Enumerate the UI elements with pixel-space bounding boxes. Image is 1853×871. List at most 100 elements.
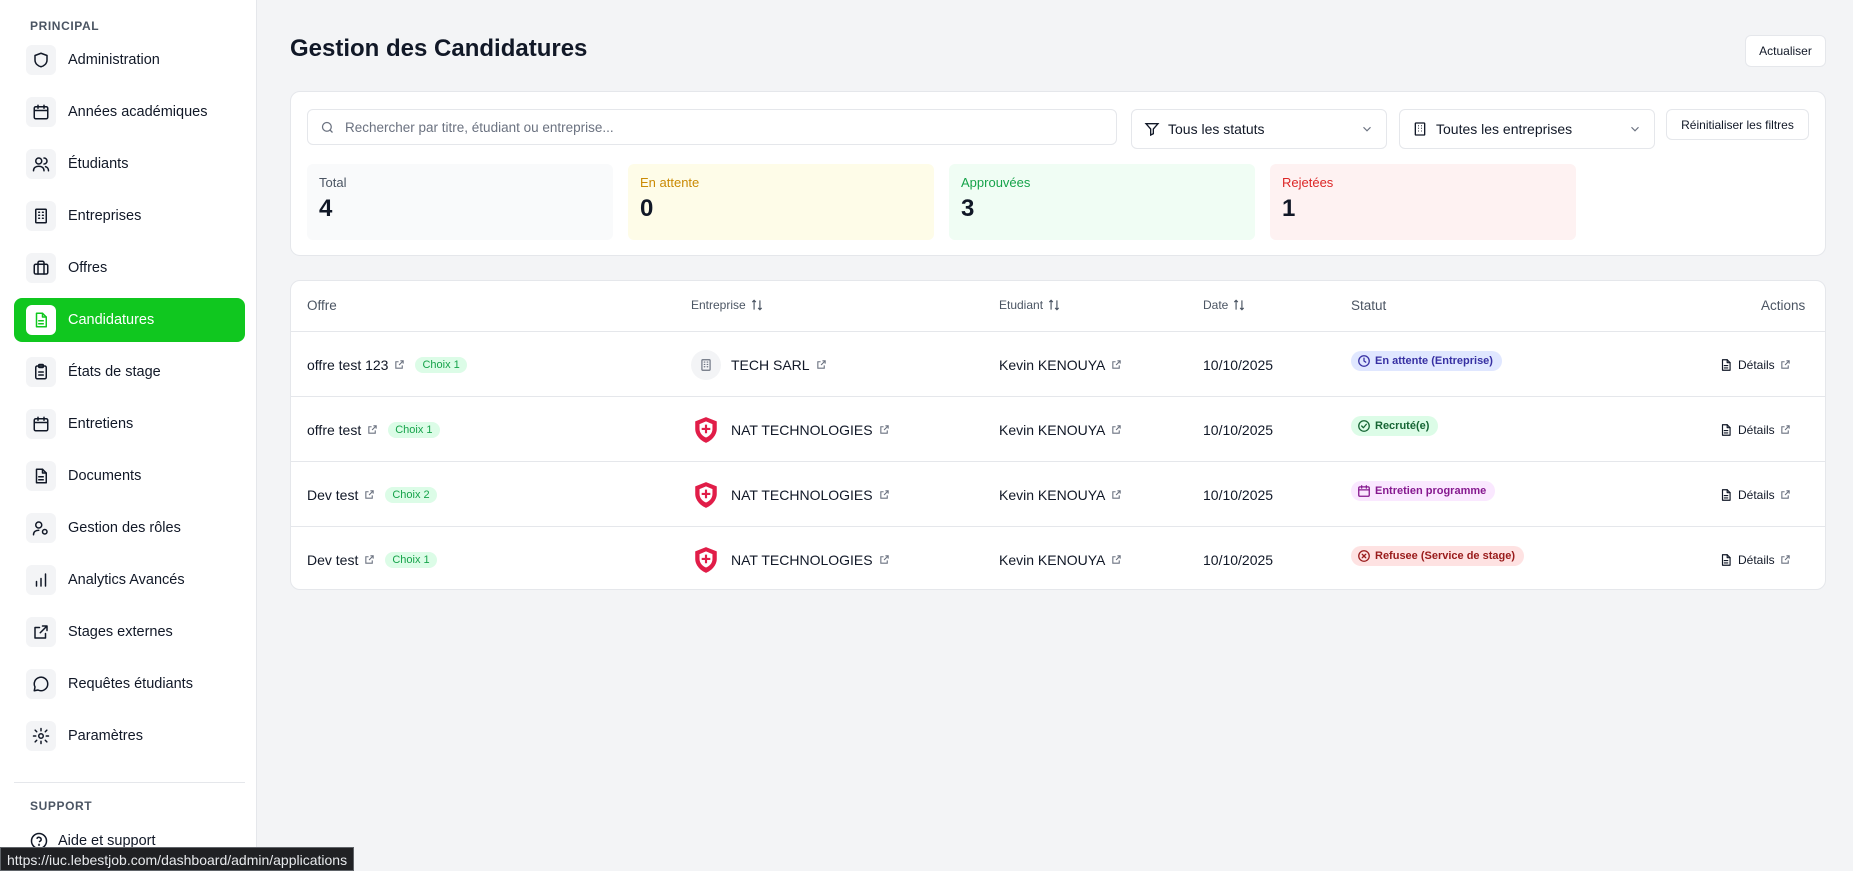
external-link-icon[interactable] xyxy=(879,554,890,565)
stat-card: Approuvées 3 xyxy=(949,164,1255,240)
sidebar-item-label: Candidatures xyxy=(68,312,155,328)
external-link-icon[interactable] xyxy=(879,424,890,435)
document-icon xyxy=(26,461,56,491)
stat-value: 3 xyxy=(961,195,975,222)
cell-statut: En attente (Entreprise) xyxy=(1351,328,1502,393)
offer-link[interactable]: Dev test xyxy=(307,486,359,503)
external-link-icon[interactable] xyxy=(1111,359,1122,370)
sidebar-item-14[interactable]: Paramètres xyxy=(14,714,245,758)
cell-entreprise: NAT TECHNOLOGIES xyxy=(691,527,890,592)
offer-link[interactable]: Dev test xyxy=(307,551,359,568)
cell-offre: Dev test Choix 2 xyxy=(307,462,437,527)
stat-label: Total xyxy=(319,175,347,190)
details-label: Détails xyxy=(1738,552,1775,567)
shield-logo xyxy=(691,415,721,445)
external-link-icon[interactable] xyxy=(394,359,405,370)
table-row: Dev test Choix 2 NAT TECHNOLOGIES Kevin KEN… xyxy=(291,461,1825,526)
choice-badge: Choix 1 xyxy=(385,551,437,568)
sidebar-item-label: Analytics Avancés xyxy=(68,572,185,588)
offer-link[interactable]: offre test 123 xyxy=(307,356,389,373)
external-link-icon[interactable] xyxy=(364,489,375,500)
student-link[interactable]: Kevin KENOUYA xyxy=(999,421,1106,438)
details-button[interactable]: Détails xyxy=(1719,397,1791,462)
calendar-icon xyxy=(1357,484,1371,498)
column-header-etudiant[interactable]: Etudiant xyxy=(999,298,1061,312)
external-link-icon xyxy=(1780,554,1791,565)
cell-entreprise: NAT TECHNOLOGIES xyxy=(691,462,890,527)
search-input[interactable] xyxy=(345,119,1105,135)
page-title: Gestion des Candidatures xyxy=(290,35,588,62)
details-button[interactable]: Détails xyxy=(1719,462,1791,527)
sidebar-nav: Administration Années académiques Étudiant… xyxy=(14,38,245,766)
status-badge: Recruté(e) xyxy=(1351,415,1439,436)
student-link[interactable]: Kevin KENOUYA xyxy=(999,356,1106,373)
clipboard-icon xyxy=(26,357,56,387)
date-value: 10/10/2025 xyxy=(1203,421,1274,438)
details-button[interactable]: Détails xyxy=(1719,332,1791,397)
external-link-icon[interactable] xyxy=(1111,554,1122,565)
external-link-icon xyxy=(1780,424,1791,435)
details-button[interactable]: Détails xyxy=(1719,527,1791,592)
sidebar-item-3[interactable]: Étudiants xyxy=(14,142,245,186)
sidebar-item-6[interactable]: Candidatures xyxy=(14,298,245,342)
company-link[interactable]: NAT TECHNOLOGIES xyxy=(731,421,873,438)
date-value: 10/10/2025 xyxy=(1203,551,1274,568)
sidebar-item-8[interactable]: Entretiens xyxy=(14,402,245,446)
reset-filters-button[interactable]: Réinitialiser les filtres xyxy=(1666,109,1809,140)
applications-table: Offre Entreprise Etudiant Date Statut Ac… xyxy=(290,280,1826,590)
stat-value: 4 xyxy=(319,195,333,222)
company-link[interactable]: NAT TECHNOLOGIES xyxy=(731,486,873,503)
sidebar-item-7[interactable]: États de stage xyxy=(14,350,245,394)
details-label: Détails xyxy=(1738,357,1775,372)
user-cog-icon xyxy=(26,513,56,543)
sidebar-item-1[interactable]: Administration xyxy=(14,38,245,82)
column-header-statut: Statut xyxy=(1351,298,1386,313)
check-circle-icon xyxy=(1357,419,1371,433)
sidebar-item-4[interactable]: Entreprises xyxy=(14,194,245,238)
student-link[interactable]: Kevin KENOUYA xyxy=(999,551,1106,568)
sidebar-item-10[interactable]: Gestion des rôles xyxy=(14,506,245,550)
external-link-icon[interactable] xyxy=(816,359,827,370)
sidebar-item-12[interactable]: Stages externes xyxy=(14,610,245,654)
sidebar-item-9[interactable]: Documents xyxy=(14,454,245,498)
offer-link[interactable]: offre test xyxy=(307,421,362,438)
status-badge: Refusee (Service de stage) xyxy=(1351,545,1525,566)
status-badge-label: En attente (Entreprise) xyxy=(1375,354,1493,367)
column-header-actions: Actions xyxy=(1761,298,1805,313)
column-header-label: Etudiant xyxy=(999,298,1044,312)
student-link[interactable]: Kevin KENOUYA xyxy=(999,486,1106,503)
section-label-support: SUPPORT xyxy=(30,799,93,813)
column-header-entreprise[interactable]: Entreprise xyxy=(691,298,764,312)
stat-label: En attente xyxy=(640,175,700,190)
refresh-button[interactable]: Actualiser xyxy=(1745,35,1826,67)
sidebar-item-11[interactable]: Analytics Avancés xyxy=(14,558,245,602)
company-select[interactable]: Toutes les entreprises xyxy=(1399,109,1655,149)
external-link-icon xyxy=(1780,359,1791,370)
cell-etudiant: Kevin KENOUYA xyxy=(999,397,1122,462)
cell-offre: Dev test Choix 1 xyxy=(307,527,437,592)
sidebar-item-13[interactable]: Requêtes étudiants xyxy=(14,662,245,706)
status-badge-label: Entretien programme xyxy=(1375,484,1487,497)
date-value: 10/10/2025 xyxy=(1203,356,1274,373)
external-link-icon[interactable] xyxy=(879,489,890,500)
company-link[interactable]: TECH SARL xyxy=(731,356,810,373)
sidebar-item-5[interactable]: Offres xyxy=(14,246,245,290)
message-circle-icon xyxy=(26,669,56,699)
x-circle-icon xyxy=(1357,549,1371,563)
bar-chart-icon xyxy=(26,565,56,595)
external-link-icon[interactable] xyxy=(364,554,375,565)
company-link[interactable]: NAT TECHNOLOGIES xyxy=(731,551,873,568)
stat-value: 1 xyxy=(1282,195,1296,222)
column-header-label: Actions xyxy=(1761,298,1806,313)
external-link-icon[interactable] xyxy=(1111,424,1122,435)
section-label-principal: PRINCIPAL xyxy=(30,19,100,33)
stat-value: 0 xyxy=(640,195,654,222)
external-link-icon xyxy=(1780,489,1791,500)
filters-card: Tous les statuts Toutes les entreprises … xyxy=(290,91,1826,256)
column-header-date[interactable]: Date xyxy=(1203,298,1246,312)
external-link-icon[interactable] xyxy=(367,424,378,435)
external-link-icon[interactable] xyxy=(1111,489,1122,500)
sidebar-item-2[interactable]: Années académiques xyxy=(14,90,245,134)
cell-statut: Recruté(e) xyxy=(1351,393,1439,458)
status-select[interactable]: Tous les statuts xyxy=(1131,109,1387,149)
